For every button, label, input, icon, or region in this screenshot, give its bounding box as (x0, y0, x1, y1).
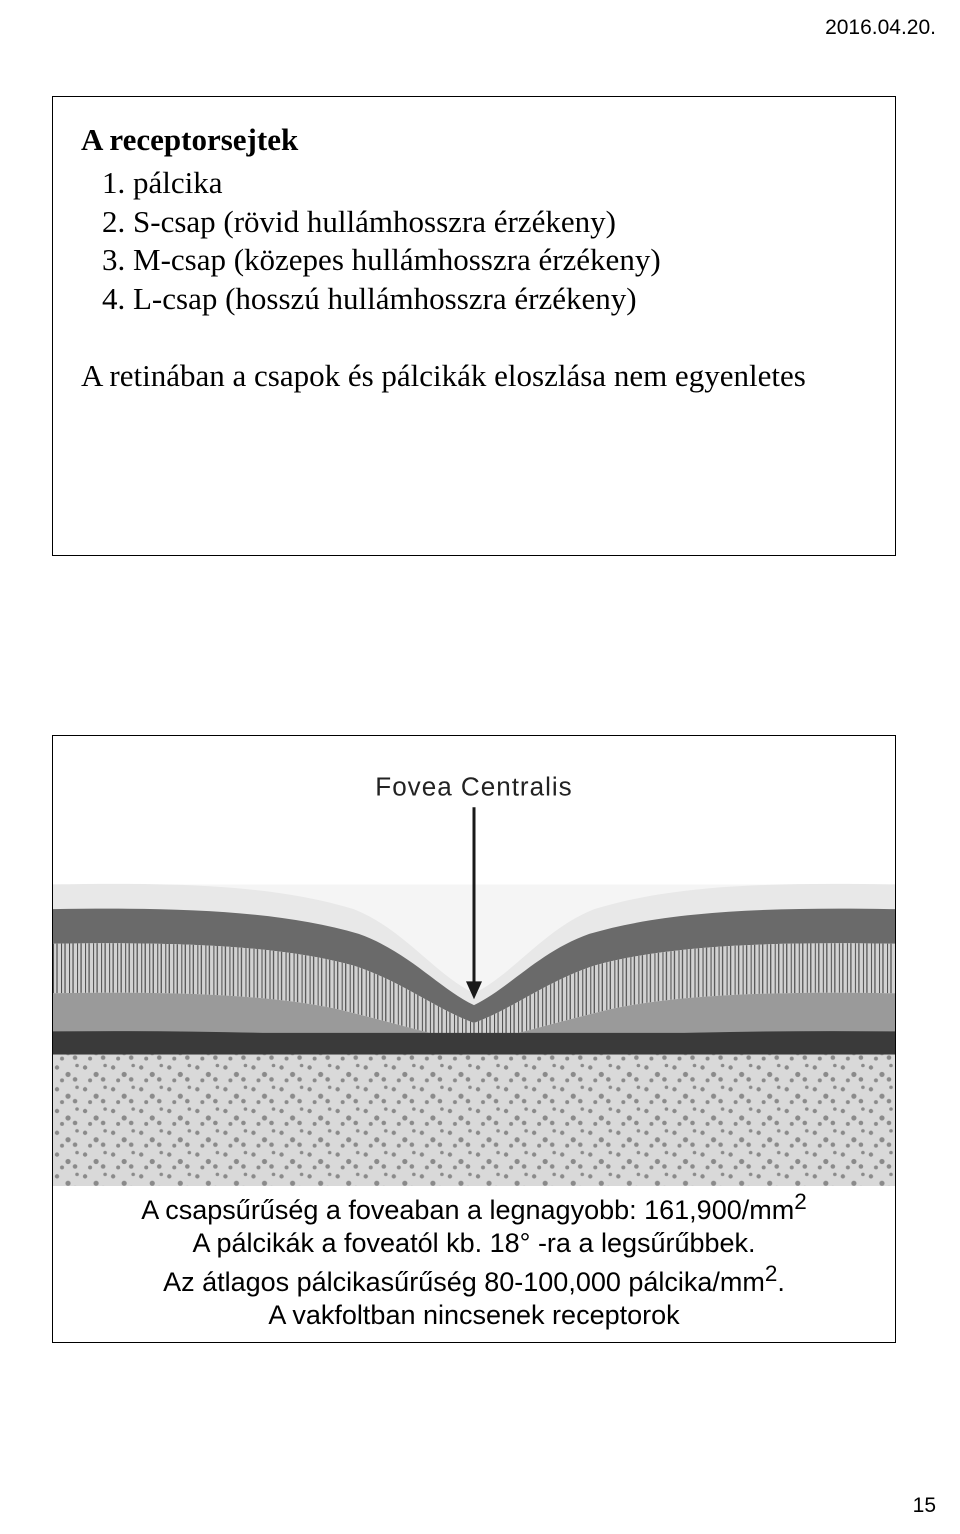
caption-line3a: Az átlagos pálcikasűrűség 80-100,000 pál… (163, 1267, 765, 1297)
list-item: S-csap (rövid hullámhosszra érzékeny) (133, 203, 867, 242)
date-label: 2016.04.20. (825, 16, 936, 40)
list-item: M-csap (közepes hullámhosszra érzékeny) (133, 241, 867, 280)
figure-box: Fovea Centralis A csapsűrűség a foveaban… (52, 735, 896, 1343)
list-item: pálcika (133, 164, 867, 203)
box1-paragraph: A retinában a csapok és pálcikák eloszlá… (81, 357, 867, 396)
fovea-svg: Fovea Centralis (53, 736, 895, 1186)
box1-heading: A receptorsejtek (81, 121, 867, 160)
page-number: 15 (913, 1494, 936, 1518)
figure-caption: A csapsűrűség a foveaban a legnagyobb: 1… (53, 1186, 895, 1342)
caption-line3b: . (777, 1267, 785, 1297)
caption-line1-sup: 2 (794, 1189, 807, 1214)
caption-line1: A csapsűrűség a foveaban a legnagyobb: 1… (141, 1195, 794, 1225)
receptor-list: pálcika S-csap (rövid hullámhosszra érzé… (81, 164, 867, 319)
caption-line3-sup: 2 (765, 1261, 778, 1286)
caption-line2: A pálcikák a foveatól kb. 18° -ra a legs… (81, 1227, 867, 1260)
fovea-label: Fovea Centralis (375, 774, 572, 802)
receptor-list-box: A receptorsejtek pálcika S-csap (rövid h… (52, 96, 896, 556)
list-item: L-csap (hosszú hullámhosszra érzékeny) (133, 280, 867, 319)
slide-page: 2016.04.20. A receptorsejtek pálcika S-c… (0, 0, 960, 1534)
fovea-figure: Fovea Centralis (53, 736, 895, 1186)
caption-line4: A vakfoltban nincsenek receptorok (81, 1299, 867, 1332)
